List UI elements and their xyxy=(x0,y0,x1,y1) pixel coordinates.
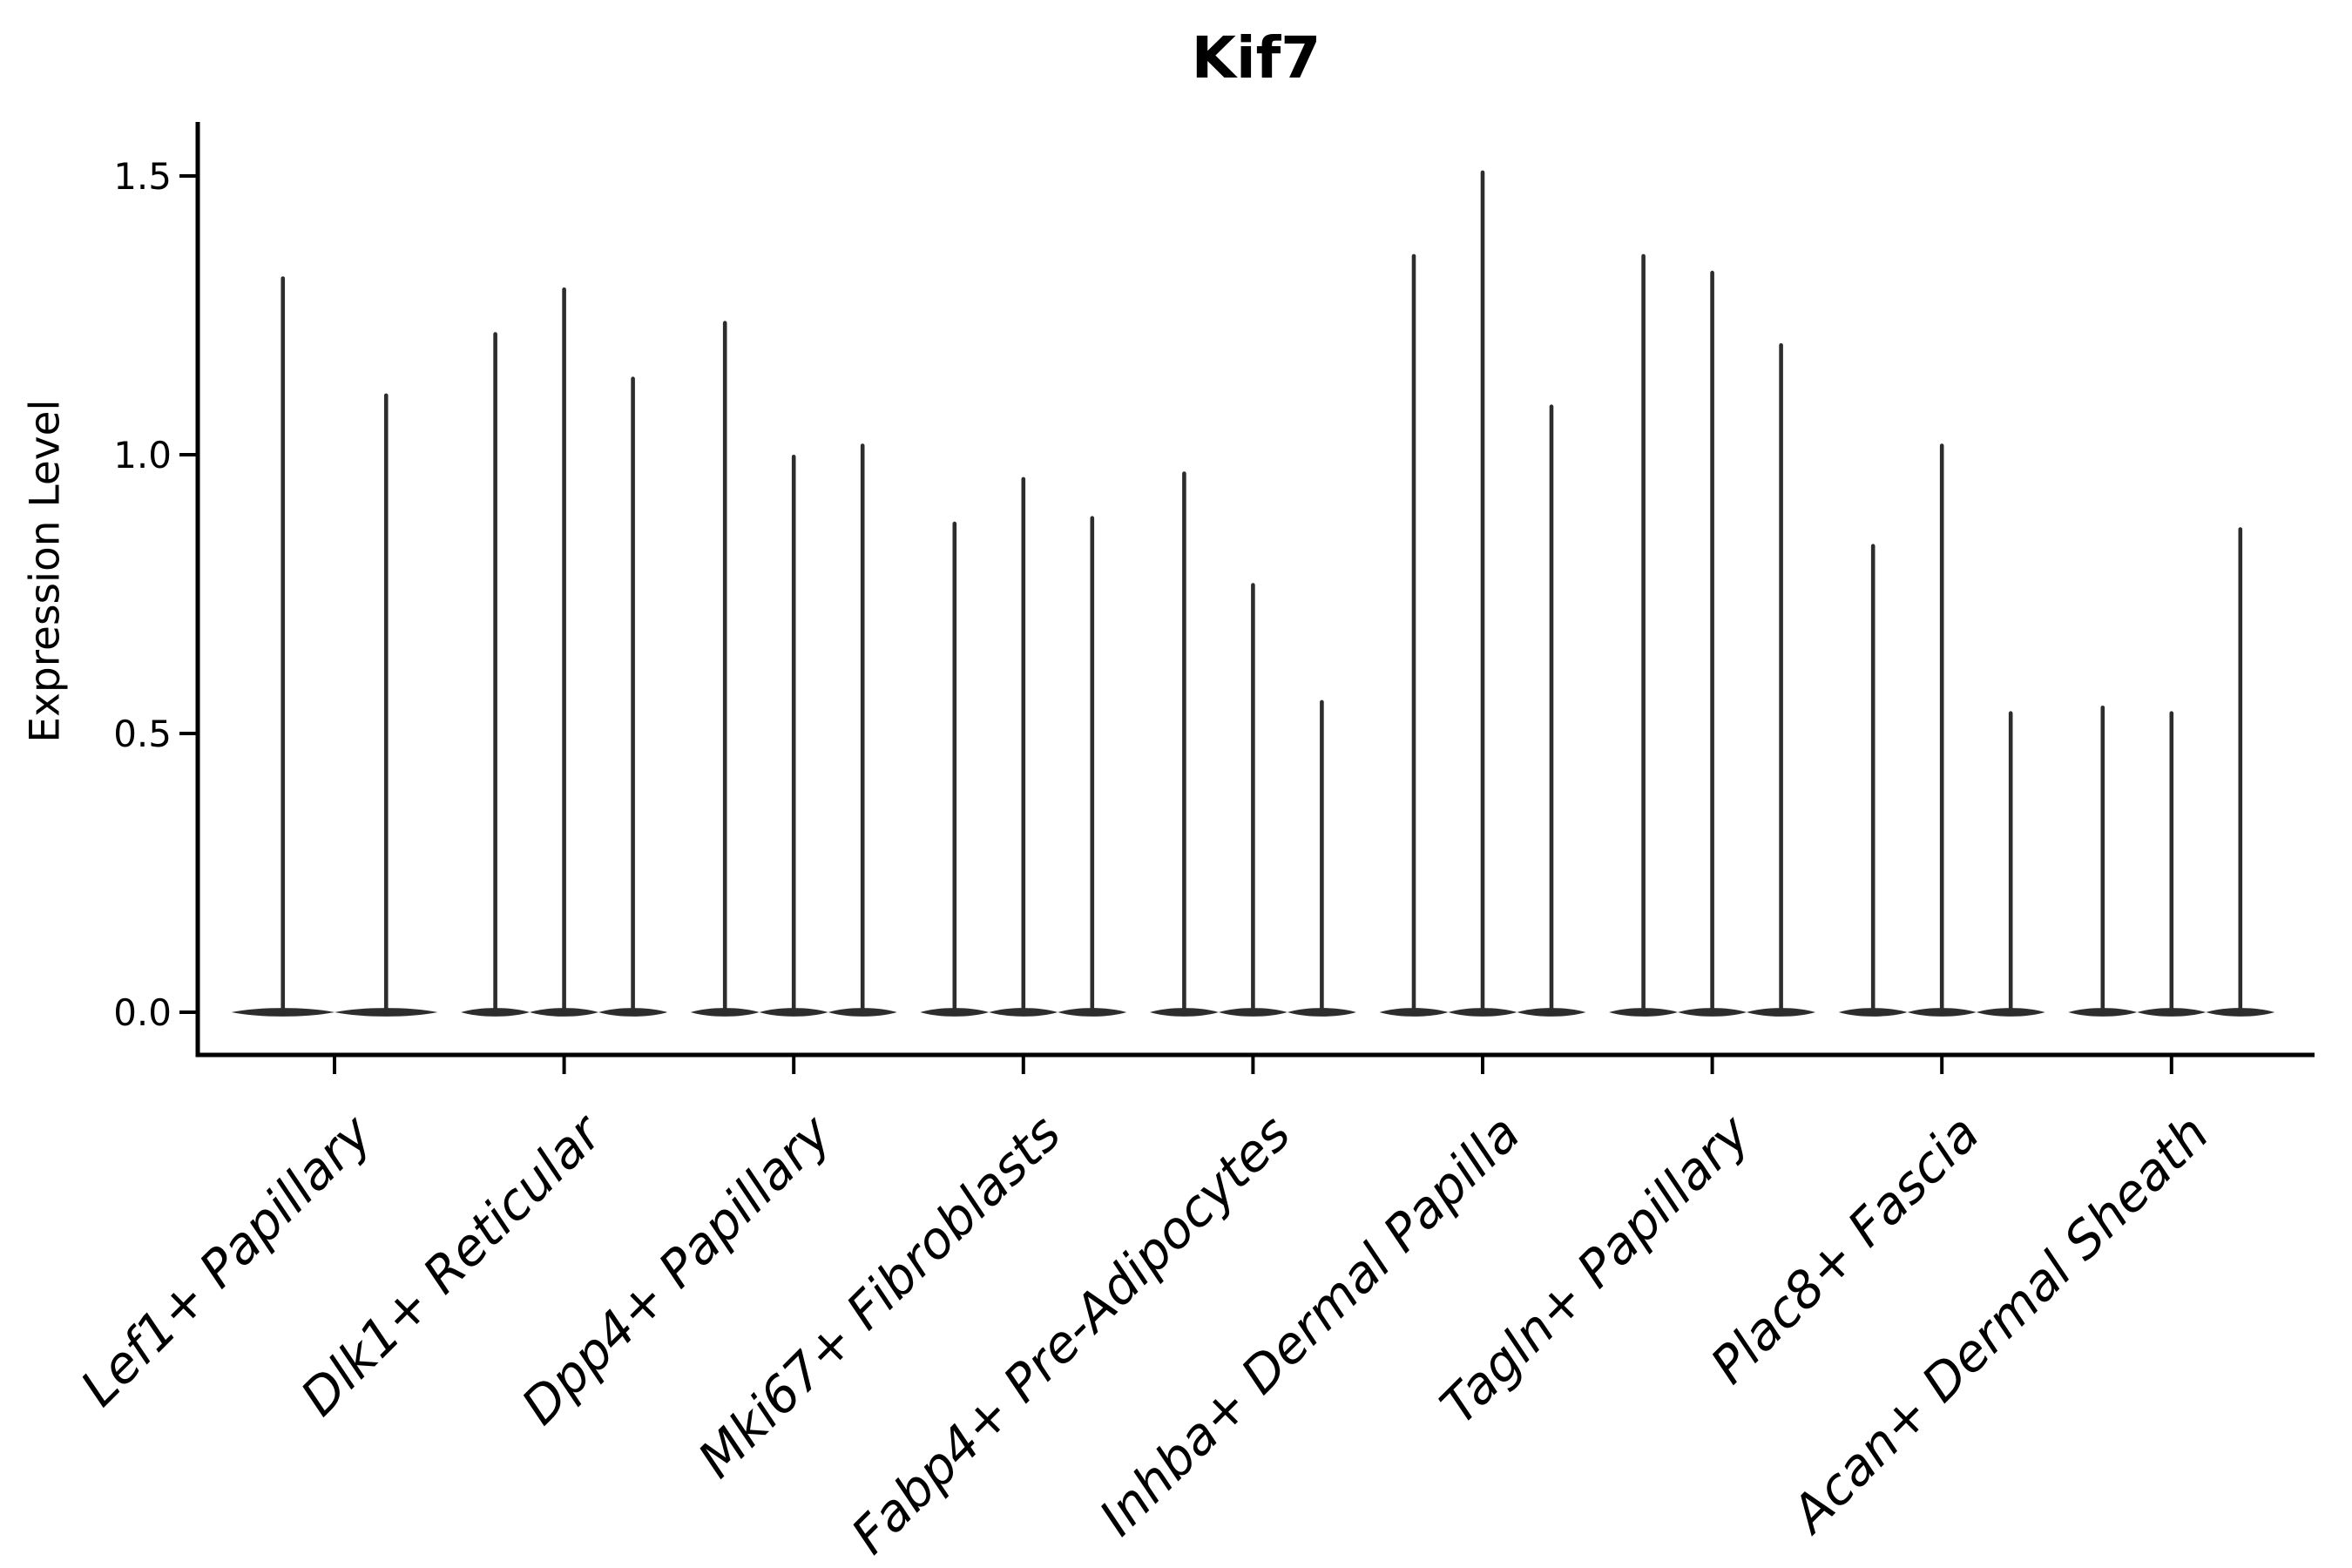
violin-spike xyxy=(1549,404,1554,1014)
x-category-label: Acan+ Dermal Sheath xyxy=(1778,1104,2220,1546)
violin-spike xyxy=(2008,711,2013,1014)
x-category-label: Fabp4+ Pre-Adipocytes xyxy=(840,1104,1301,1565)
y-tick-label: 0.0 xyxy=(113,991,172,1034)
violin-spike xyxy=(1090,516,1095,1014)
violin-spike xyxy=(860,443,865,1014)
violin-spike xyxy=(1870,544,1876,1014)
violin-spike xyxy=(1710,270,1714,1014)
violin-spike xyxy=(1411,253,1416,1015)
violin-spike xyxy=(2169,711,2174,1014)
y-tick-label: 1.5 xyxy=(113,155,172,198)
violin-spike xyxy=(1939,443,1944,1014)
violin-spike xyxy=(722,321,727,1014)
violin-spike xyxy=(791,455,796,1014)
violin-spike xyxy=(280,276,286,1014)
violin-spike xyxy=(1320,700,1324,1014)
violin-spike xyxy=(1480,170,1485,1015)
violin-spike xyxy=(2100,706,2105,1014)
y-tick-label: 0.5 xyxy=(113,713,172,755)
violin-spike xyxy=(1182,471,1186,1014)
violin-spike xyxy=(1021,476,1026,1014)
violin-spike xyxy=(1779,343,1783,1014)
violin-spike xyxy=(1641,253,1646,1015)
violin-spike xyxy=(631,376,635,1014)
violin-spike xyxy=(1251,583,1255,1014)
chart-title: Kif7 xyxy=(1191,24,1321,91)
violin-spike xyxy=(562,287,566,1014)
violin-spike xyxy=(383,393,389,1015)
violin-spike xyxy=(952,521,957,1014)
y-tick-label: 1.0 xyxy=(113,434,172,476)
violin-spike xyxy=(493,332,497,1014)
x-category-label: Inhba+ Dermal Papilla xyxy=(1088,1104,1531,1547)
violin-spike xyxy=(2238,527,2243,1014)
